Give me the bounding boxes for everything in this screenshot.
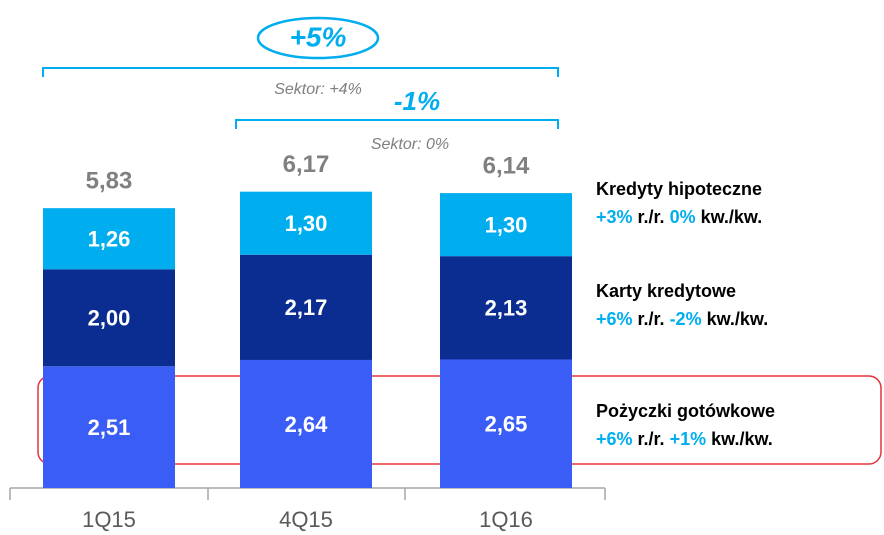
bracket	[42, 67, 559, 77]
bar-segment	[43, 269, 175, 367]
qoq-label: kw./kw.	[711, 429, 773, 449]
total-label: 5,83	[86, 168, 133, 195]
growth-annotation: -1%	[394, 86, 440, 116]
value-label: 2,51	[88, 415, 131, 440]
change-yoy: +6%	[596, 429, 633, 449]
bar-segment	[440, 256, 572, 360]
bar-segment	[240, 254, 372, 360]
value-label: 2,13	[485, 296, 528, 321]
change-yoy: +3%	[596, 207, 633, 227]
legend-change: +6% r./r. -2% kw./kw.	[596, 309, 768, 329]
value-label: 2,64	[285, 412, 329, 437]
x-tick-label: 1Q15	[82, 507, 136, 532]
bar-segment	[43, 208, 175, 270]
bar-segment	[440, 193, 572, 257]
x-tick-label: 1Q16	[479, 507, 533, 532]
legend-label: Pożyczki gotówkowe	[596, 401, 775, 421]
bracket	[235, 119, 559, 129]
sector-annotation: Sektor: 0%	[371, 136, 449, 153]
change-qoq: -2%	[670, 309, 702, 329]
yoy-label: r./r.	[638, 429, 665, 449]
x-tick-label: 4Q15	[279, 507, 333, 532]
value-label: 1,30	[285, 211, 328, 236]
legend-label: Karty kredytowe	[596, 281, 736, 301]
value-label: 2,65	[485, 412, 528, 437]
bar-segment	[240, 191, 372, 255]
yoy-label: r./r.	[638, 207, 665, 227]
legend-change: +6% r./r. +1% kw./kw.	[596, 429, 773, 449]
x-axis	[9, 487, 606, 500]
highlight-ellipse	[256, 16, 380, 60]
yoy-label: r./r.	[638, 309, 665, 329]
change-yoy: +6%	[596, 309, 633, 329]
bar-segment	[440, 359, 572, 488]
sector-annotation: Sektor: +4%	[274, 81, 362, 98]
legend-change: +3% r./r. 0% kw./kw.	[596, 207, 762, 227]
value-label: 2,17	[285, 295, 328, 320]
change-qoq: 0%	[670, 207, 696, 227]
bar-segment	[43, 366, 175, 488]
qoq-label: kw./kw.	[707, 309, 769, 329]
value-label: 2,00	[88, 306, 131, 331]
bar-segment	[240, 359, 372, 488]
value-label: 1,26	[88, 227, 131, 252]
legend-label: Kredyty hipoteczne	[596, 179, 762, 199]
growth-annotation: +5%	[290, 21, 347, 52]
qoq-label: kw./kw.	[701, 207, 763, 227]
value-label: 1,30	[485, 212, 528, 237]
change-qoq: +1%	[670, 429, 707, 449]
total-label: 6,14	[483, 153, 530, 180]
total-label: 6,17	[283, 151, 330, 178]
